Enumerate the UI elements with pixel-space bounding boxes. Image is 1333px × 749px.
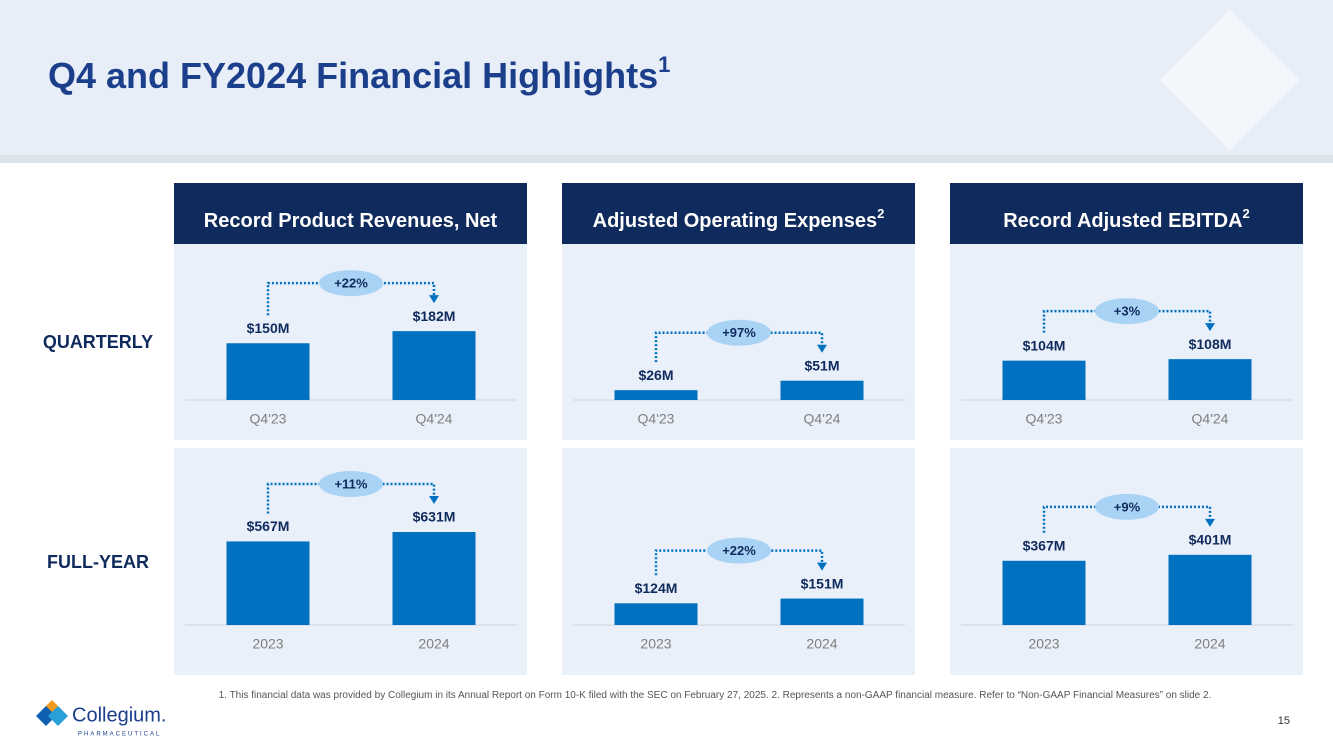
logo-shape (48, 706, 68, 726)
change-label: +22% (722, 543, 756, 558)
value-label: $151M (801, 575, 844, 591)
x-tick-label: 2024 (806, 636, 837, 652)
panel-title-note: 2 (1243, 206, 1250, 221)
bar (780, 598, 864, 625)
panel-title: Adjusted Operating Expenses2 (593, 206, 885, 232)
change-arrow (817, 344, 827, 353)
panels: Record Product Revenues, Net Adjusted Ope… (174, 183, 1303, 675)
x-tick-label: 2024 (1194, 636, 1225, 652)
change-pill (1095, 298, 1159, 325)
title-note: 1 (658, 52, 670, 77)
bar (614, 390, 698, 400)
change-arrow (1205, 323, 1215, 332)
x-tick-label: 2023 (1028, 636, 1059, 652)
bar (226, 541, 310, 625)
change-bracket (266, 281, 436, 316)
change-arrow (817, 562, 827, 571)
change-arrow (429, 496, 439, 505)
logo: Collegium. PHARMACEUTICAL (36, 700, 166, 738)
logo-tagline: PHARMACEUTICAL (78, 732, 161, 738)
x-tick-label: Q4'24 (1192, 411, 1229, 427)
logo-name: Collegium. (72, 704, 166, 726)
change-pill (319, 270, 383, 297)
x-tick-label: Q4'23 (250, 411, 287, 427)
x-tick-label: Q4'24 (416, 411, 453, 427)
row-label: QUARTERLY (43, 332, 153, 352)
panel-header (950, 183, 1303, 244)
change-label: +22% (334, 276, 368, 291)
panel-title: Record Product Revenues, Net (204, 210, 498, 232)
change-arrow (1205, 518, 1215, 527)
bar (1002, 360, 1086, 400)
panel-title-text: Record Adjusted EBITDA (1003, 210, 1242, 232)
x-tick-label: Q4'24 (804, 411, 841, 427)
value-label: $51M (804, 357, 839, 373)
bar (1002, 560, 1086, 625)
change-label: +11% (335, 476, 368, 491)
bar (392, 532, 476, 625)
bar (614, 603, 698, 625)
value-label: $108M (1189, 336, 1232, 352)
x-tick-label: 2023 (252, 636, 283, 652)
bar (226, 343, 310, 400)
change-arrow (429, 295, 439, 304)
value-label: $150M (247, 320, 290, 336)
panel-title: Record Adjusted EBITDA2 (1003, 206, 1250, 232)
change-label: +97% (722, 325, 756, 340)
decor (1160, 10, 1300, 150)
change-pill (707, 319, 771, 346)
change-bracket (654, 549, 824, 576)
title-text: Q4 and FY2024 Financial Highlights (48, 55, 658, 96)
value-label: $124M (635, 580, 678, 596)
slide-title: Q4 and FY2024 Financial Highlights1 (48, 52, 670, 96)
panel-header (174, 183, 527, 244)
change-pill (707, 537, 771, 564)
bar (1168, 359, 1252, 400)
page-number: 15 (1278, 715, 1290, 727)
logo-shape (36, 706, 56, 726)
footnote: 1. This financial data was provided by C… (218, 690, 1212, 701)
panel-bg (950, 244, 1303, 440)
panel-title-text: Adjusted Operating Expenses (593, 210, 878, 232)
row-label: FULL-YEAR (47, 552, 149, 572)
x-tick-label: 2024 (418, 636, 449, 652)
bar (780, 380, 864, 400)
panel-header (562, 183, 915, 244)
x-tick-label: Q4'23 (1026, 411, 1063, 427)
value-label: $26M (638, 367, 673, 383)
value-label: $631M (413, 509, 456, 525)
value-label: $401M (1189, 532, 1232, 548)
value-label: $367M (1023, 537, 1066, 553)
change-pill (319, 471, 383, 498)
change-label: +9% (1114, 499, 1141, 514)
bar (392, 331, 476, 400)
value-label: $182M (413, 308, 456, 324)
header-band (0, 0, 1333, 155)
bar (1168, 554, 1252, 625)
change-pill (1095, 493, 1159, 520)
header-shadow (0, 155, 1333, 163)
panel-title-note: 2 (877, 206, 884, 221)
x-tick-label: 2023 (640, 636, 671, 652)
x-tick-label: Q4'23 (638, 411, 675, 427)
change-label: +3% (1114, 304, 1141, 319)
value-label: $104M (1023, 337, 1066, 353)
value-label: $567M (247, 518, 290, 534)
panel-title-text: Record Product Revenues, Net (204, 210, 498, 232)
